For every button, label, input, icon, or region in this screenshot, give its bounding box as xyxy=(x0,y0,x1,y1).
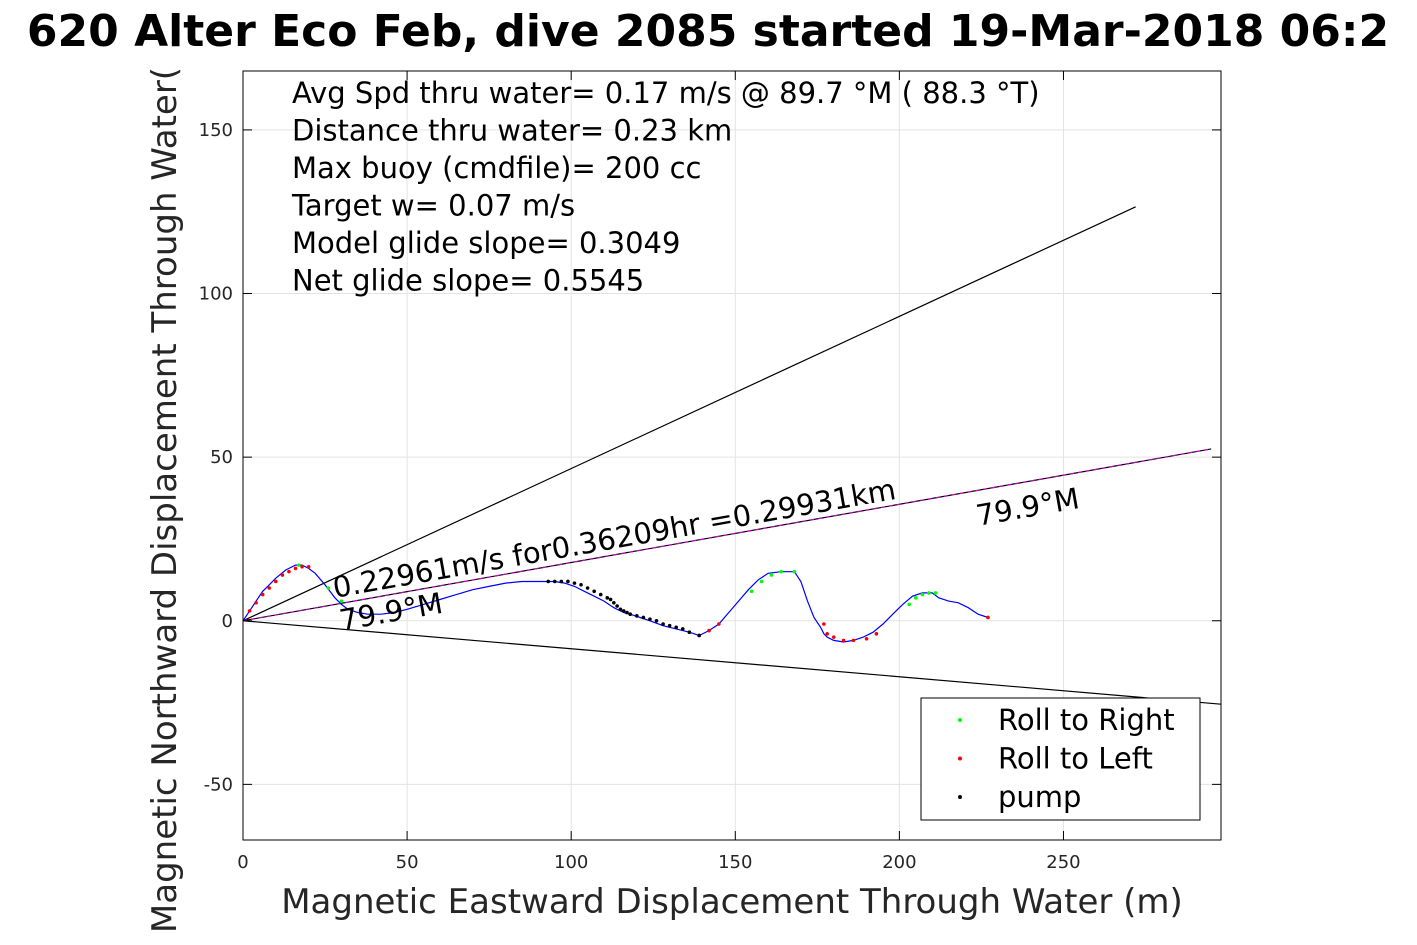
marker-pump xyxy=(674,625,679,630)
stat-line: Target w= 0.07 m/s xyxy=(291,189,575,223)
marker-pump xyxy=(648,617,652,621)
x-tick-label: 50 xyxy=(396,852,419,873)
marker-roll-to-left xyxy=(247,609,252,613)
marker-pump xyxy=(697,633,701,638)
legend-swatch xyxy=(958,756,962,761)
y-tick-label: 150 xyxy=(199,120,233,141)
reference-line-lower-bound xyxy=(242,620,1222,705)
marker-roll-to-right xyxy=(927,591,931,595)
marker-pump xyxy=(605,596,610,600)
y-tick-label: -50 xyxy=(204,774,233,795)
marker-pump xyxy=(608,597,613,602)
marker-pump xyxy=(618,607,623,612)
marker-pump xyxy=(579,582,583,587)
marker-roll-to-left xyxy=(717,622,721,626)
legend-swatch xyxy=(958,718,962,722)
marker-pump xyxy=(621,609,626,613)
marker-pump xyxy=(625,610,629,615)
marker-roll-to-left xyxy=(831,635,836,639)
marker-roll-to-right xyxy=(339,599,344,603)
legend-label: pump xyxy=(998,780,1081,814)
marker-pump xyxy=(628,612,633,617)
marker-pump xyxy=(680,627,685,631)
marker-roll-to-left xyxy=(825,632,829,636)
x-tick-label: 100 xyxy=(554,852,588,873)
reference-lines xyxy=(242,206,1222,705)
axes-box xyxy=(242,70,1222,841)
marker-pump xyxy=(552,579,557,584)
marker-pump xyxy=(687,630,692,635)
marker-pump xyxy=(592,589,596,594)
marker-roll-to-left xyxy=(274,579,278,584)
marker-pump xyxy=(598,592,603,597)
reference-line-upper-bound xyxy=(242,206,1136,622)
marker-pump xyxy=(546,579,551,584)
marker-roll-to-right xyxy=(769,573,774,577)
marker-roll-to-left xyxy=(707,628,711,633)
marker-layer xyxy=(247,563,990,643)
x-tick-label: 0 xyxy=(237,852,248,873)
y-tick-label: 0 xyxy=(222,611,233,632)
ticks: 0 50 100 150 200 250 -50 0 50 100 150 xyxy=(199,71,1221,873)
marker-roll-to-left xyxy=(841,638,846,643)
marker-pump xyxy=(661,622,665,626)
stat-line: Distance thru water= 0.23 km xyxy=(292,114,732,148)
marker-roll-to-left xyxy=(287,569,291,574)
marker-roll-to-left xyxy=(280,573,285,577)
marker-pump xyxy=(572,581,577,585)
marker-pump xyxy=(654,618,659,623)
marker-roll-to-right xyxy=(792,569,797,574)
stat-line: Avg Spd thru water= 0.17 m/s @ 89.7 °M (… xyxy=(292,76,1040,110)
marker-roll-to-left xyxy=(306,564,311,569)
stat-line: Net glide slope= 0.5545 xyxy=(292,264,644,298)
marker-pump xyxy=(612,600,616,605)
marker-roll-to-right xyxy=(296,563,301,567)
y-axis-label: Magnetic Northward Displacement Through … xyxy=(145,67,185,933)
marker-pump xyxy=(635,614,639,618)
stat-line: Max buoy (cmdfile)= 200 cc xyxy=(292,151,701,185)
reference-line-current-heading-dashed xyxy=(242,448,1212,622)
legend-label: Roll to Left xyxy=(998,742,1153,776)
marker-roll-to-left xyxy=(851,638,856,643)
legend-label: Roll to Right xyxy=(998,703,1175,737)
marker-roll-to-right xyxy=(326,586,331,590)
marker-roll-to-right xyxy=(907,602,912,607)
marker-roll-to-left xyxy=(864,636,869,641)
y-tick-label: 50 xyxy=(210,447,233,468)
chart-title: 620 Alter Eco Feb, dive 2085 started 19-… xyxy=(27,6,1389,57)
marker-roll-to-left xyxy=(874,632,879,636)
legend: Roll to Right Roll to Left pump xyxy=(920,697,1201,821)
legend-box xyxy=(920,697,1201,821)
marker-roll-to-right xyxy=(779,569,784,574)
marker-roll-to-right xyxy=(913,596,918,600)
marker-roll-to-right xyxy=(749,589,754,594)
marker-roll-to-right xyxy=(759,579,764,584)
marker-roll-to-left xyxy=(986,615,990,620)
marker-roll-to-left xyxy=(260,592,265,597)
marker-roll-to-right xyxy=(933,591,938,595)
marker-pump xyxy=(585,586,590,590)
marker-roll-to-right xyxy=(920,592,925,597)
marker-roll-to-left xyxy=(822,622,826,626)
marker-roll-to-left xyxy=(254,600,258,605)
marker-roll-to-left xyxy=(293,566,298,571)
x-tick-label: 250 xyxy=(1046,852,1080,873)
legend-swatch xyxy=(958,795,962,799)
stat-line: Model glide slope= 0.3049 xyxy=(292,226,680,260)
marker-pump xyxy=(615,604,619,608)
marker-pump xyxy=(641,615,646,620)
x-tick-label: 200 xyxy=(882,852,916,873)
marker-roll-to-left xyxy=(300,564,304,569)
marker-pump xyxy=(559,579,564,584)
marker-roll-to-left xyxy=(267,586,272,590)
marker-pump xyxy=(566,579,570,584)
stats-block: Avg Spd thru water= 0.17 m/s @ 89.7 °M (… xyxy=(291,76,1040,298)
marker-pump xyxy=(667,623,672,628)
y-tick-label: 100 xyxy=(199,284,233,305)
x-tick-label: 150 xyxy=(718,852,752,873)
x-axis-label: Magnetic Eastward Displacement Through W… xyxy=(281,882,1183,922)
